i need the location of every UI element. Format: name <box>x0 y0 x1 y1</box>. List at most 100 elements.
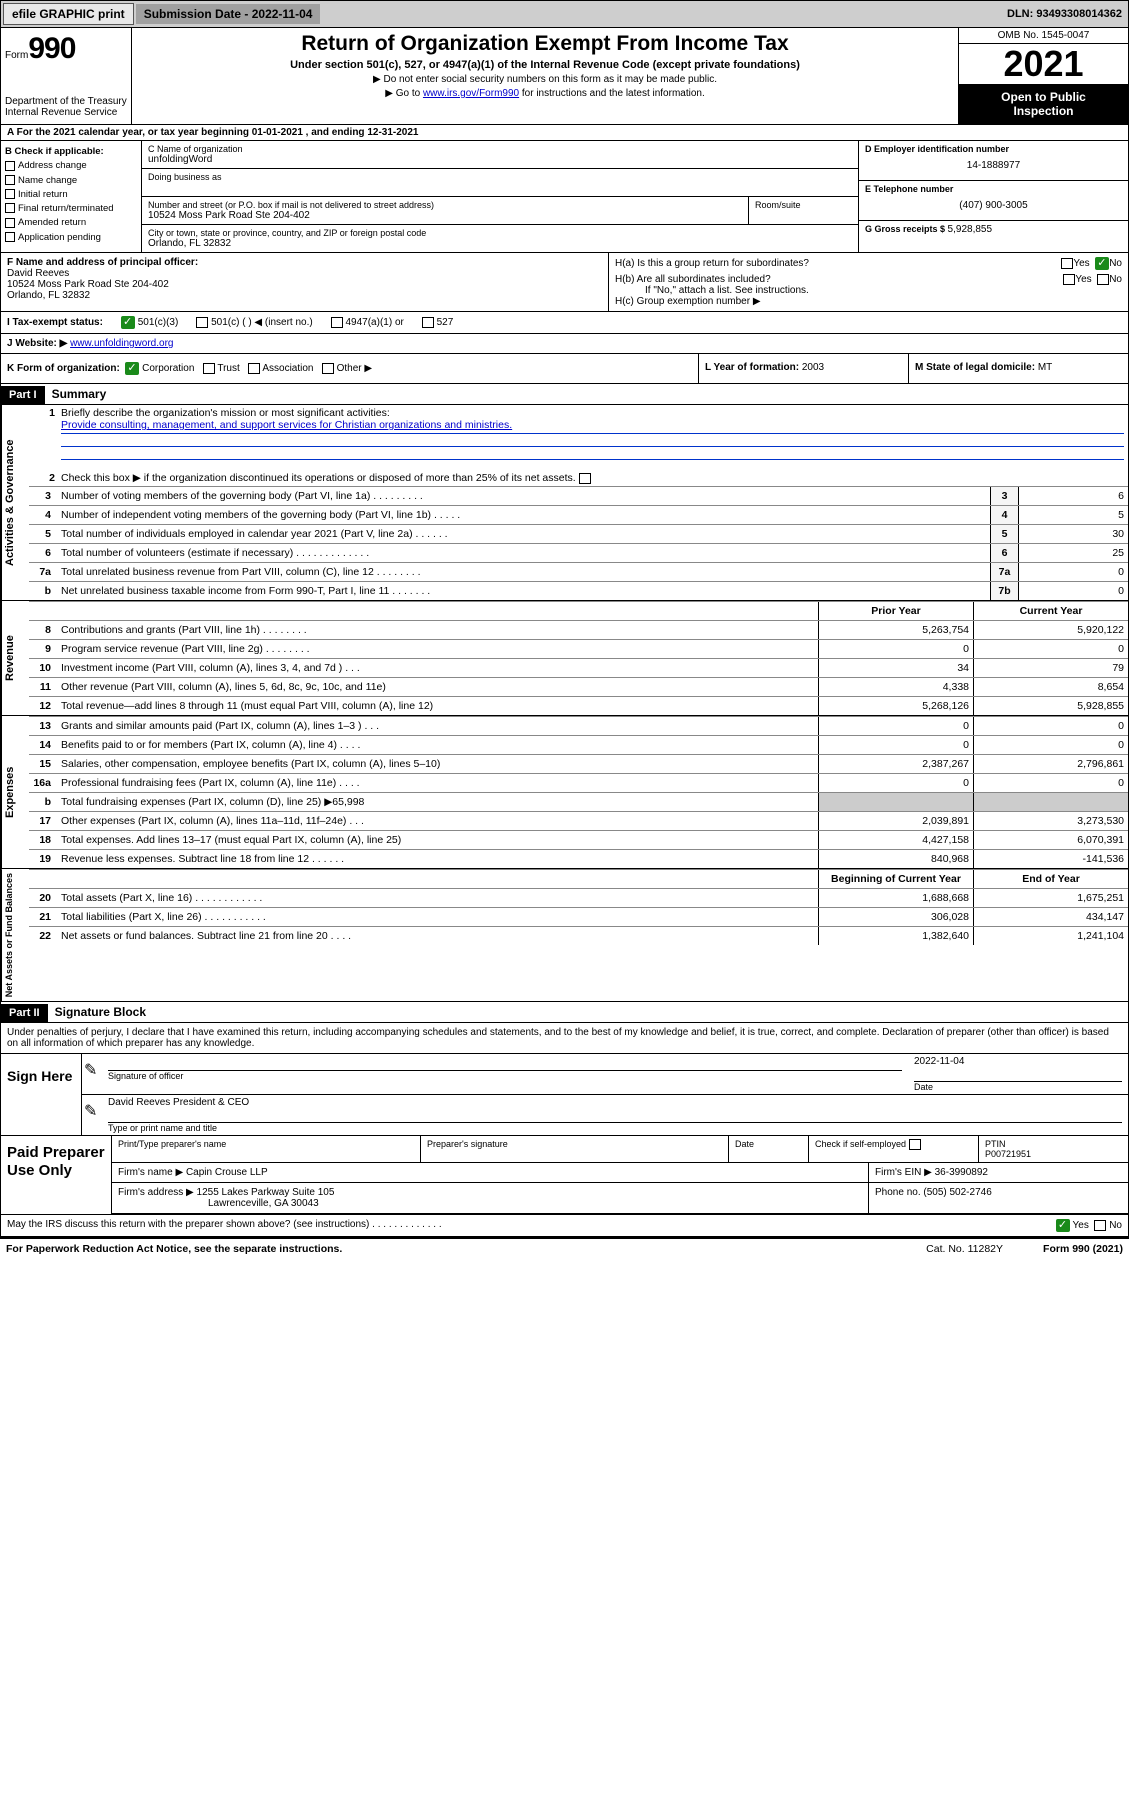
year-formation-label: L Year of formation: <box>705 362 802 373</box>
summary-line: 4Number of independent voting members of… <box>29 505 1128 524</box>
website-label: J Website: ▶ <box>7 338 70 349</box>
firm-ein-label: Firm's EIN ▶ <box>875 1167 935 1178</box>
row-a-period: A For the 2021 calendar year, or tax yea… <box>0 125 1129 141</box>
summary-line: 12Total revenue—add lines 8 through 11 (… <box>29 696 1128 715</box>
gross-label: G Gross receipts $ <box>865 224 948 234</box>
form-header: Form990 Department of the Treasury Inter… <box>0 28 1129 125</box>
summary-line: 19Revenue less expenses. Subtract line 1… <box>29 849 1128 868</box>
checkbox-name-change[interactable] <box>5 175 15 185</box>
address-value: 10524 Moss Park Road Ste 204-402 <box>148 210 742 221</box>
hb-yes-checkbox[interactable] <box>1063 274 1075 285</box>
revenue-grid: Revenue Prior YearCurrent Year 8Contribu… <box>0 601 1129 716</box>
preparer-sig-label: Preparer's signature <box>420 1136 728 1162</box>
open-to-public: Open to PublicInspection <box>959 84 1128 124</box>
sig-date: 2022-11-04 <box>914 1056 1122 1067</box>
irs-label: Internal Revenue Service <box>5 107 127 118</box>
ein-value: 14-1888977 <box>865 154 1122 177</box>
form-org-label: K Form of organization: <box>7 363 120 374</box>
officer-name: David Reeves <box>7 268 602 279</box>
ha-no-checkbox[interactable] <box>1095 257 1109 270</box>
discuss-text: May the IRS discuss this return with the… <box>7 1219 442 1232</box>
sig-date-label: Date <box>914 1081 1122 1092</box>
part1-title: Summary <box>48 384 111 404</box>
part1-header: Part I Summary <box>0 384 1129 405</box>
address-label: Number and street (or P.O. box if mail i… <box>148 200 742 210</box>
gross-value: 5,928,855 <box>948 224 993 235</box>
row-f-h: F Name and address of principal officer:… <box>0 253 1129 312</box>
officer-name-title: David Reeves President & CEO <box>108 1097 1122 1108</box>
line2-checkbox[interactable] <box>579 473 591 484</box>
assoc-checkbox[interactable] <box>248 363 260 374</box>
instructions-note: Go to www.irs.gov/Form990 for instructio… <box>140 88 950 99</box>
corp-checkbox[interactable] <box>125 362 139 375</box>
checkbox-final-return[interactable] <box>5 203 15 213</box>
summary-line: 8Contributions and grants (Part VIII, li… <box>29 620 1128 639</box>
tel-value: (407) 900-3005 <box>865 194 1122 217</box>
ptin-cell: PTINP00721951 <box>978 1136 1128 1162</box>
begin-year-hdr: Beginning of Current Year <box>818 870 973 888</box>
527-checkbox[interactable] <box>422 317 434 328</box>
summary-line: 11Other revenue (Part VIII, column (A), … <box>29 677 1128 696</box>
col-b-checkboxes: B Check if applicable: Address change Na… <box>1 141 141 252</box>
tax-year: 2021 <box>959 44 1128 84</box>
self-employed-checkbox[interactable] <box>909 1139 921 1150</box>
summary-line: 18Total expenses. Add lines 13–17 (must … <box>29 830 1128 849</box>
summary-line: 17Other expenses (Part IX, column (A), l… <box>29 811 1128 830</box>
firm-addr2: Lawrenceville, GA 30043 <box>118 1198 319 1209</box>
row-j-website: J Website: ▶ www.unfoldingword.org <box>0 334 1129 354</box>
col-c-org-info: C Name of organizationunfoldingWord Doin… <box>141 141 858 252</box>
pen-icon: ✎ <box>82 1095 102 1135</box>
sig-officer-label: Signature of officer <box>108 1070 902 1081</box>
other-checkbox[interactable] <box>322 363 334 374</box>
summary-line: 9Program service revenue (Part VIII, lin… <box>29 639 1128 658</box>
discuss-yes-checkbox[interactable] <box>1056 1219 1070 1232</box>
checkbox-amended[interactable] <box>5 218 15 228</box>
checkbox-initial-return[interactable] <box>5 189 15 199</box>
suite-label: Room/suite <box>755 200 852 210</box>
summary-line: 22Net assets or fund balances. Subtract … <box>29 926 1128 945</box>
501c3-checkbox[interactable] <box>121 316 135 329</box>
checkbox-address-change[interactable] <box>5 161 15 171</box>
firm-name: Capin Crouse LLP <box>186 1167 268 1178</box>
hb-no-checkbox[interactable] <box>1097 274 1109 285</box>
self-employed-cell: Check if self-employed <box>808 1136 978 1162</box>
firm-phone: (505) 502-2746 <box>923 1187 991 1198</box>
501c-checkbox[interactable] <box>196 317 208 328</box>
city-label: City or town, state or province, country… <box>148 228 852 238</box>
irs-link[interactable]: www.irs.gov/Form990 <box>423 88 519 99</box>
mission-link[interactable]: Provide consulting, management, and supp… <box>61 419 512 431</box>
form-label: Form <box>5 50 28 61</box>
page-footer: For Paperwork Reduction Act Notice, see … <box>0 1237 1129 1259</box>
summary-line: 3Number of voting members of the governi… <box>29 486 1128 505</box>
col-b-label: B Check if applicable: <box>5 145 137 159</box>
summary-line: bTotal fundraising expenses (Part IX, co… <box>29 792 1128 811</box>
line2-text: Check this box ▶ if the organization dis… <box>61 472 1124 484</box>
part2-title: Signature Block <box>51 1002 150 1022</box>
summary-line: 16aProfessional fundraising fees (Part I… <box>29 773 1128 792</box>
4947-checkbox[interactable] <box>331 317 343 328</box>
summary-line: 20Total assets (Part X, line 16) . . . .… <box>29 888 1128 907</box>
dba-label: Doing business as <box>148 172 852 182</box>
line1-text: Briefly describe the organization's miss… <box>61 407 1124 460</box>
efile-print-button[interactable]: efile GRAPHIC print <box>3 3 134 25</box>
col-d-contact: D Employer identification number14-18889… <box>858 141 1128 252</box>
summary-line: 7aTotal unrelated business revenue from … <box>29 562 1128 581</box>
ha-yes-checkbox[interactable] <box>1061 258 1073 269</box>
website-link[interactable]: www.unfoldingword.org <box>70 338 173 349</box>
hb-label: H(b) Are all subordinates included? <box>615 274 1063 285</box>
summary-line: 21Total liabilities (Part X, line 26) . … <box>29 907 1128 926</box>
discuss-no-checkbox[interactable] <box>1094 1220 1106 1231</box>
trust-checkbox[interactable] <box>203 363 215 374</box>
city-value: Orlando, FL 32832 <box>148 238 852 249</box>
form-number: 990 <box>28 32 75 65</box>
firm-addr1: 1255 Lakes Parkway Suite 105 <box>197 1187 335 1198</box>
vlabel-governance: Activities & Governance <box>1 405 29 600</box>
paid-preparer-block: Paid Preparer Use Only Print/Type prepar… <box>0 1136 1129 1215</box>
officer-addr2: Orlando, FL 32832 <box>7 290 602 301</box>
firm-name-label: Firm's name ▶ <box>118 1167 186 1178</box>
signature-note: Under penalties of perjury, I declare th… <box>0 1023 1129 1054</box>
end-year-hdr: End of Year <box>973 870 1128 888</box>
dept-label: Department of the Treasury <box>5 96 127 107</box>
checkbox-application-pending[interactable] <box>5 232 15 242</box>
officer-label: F Name and address of principal officer: <box>7 257 602 268</box>
